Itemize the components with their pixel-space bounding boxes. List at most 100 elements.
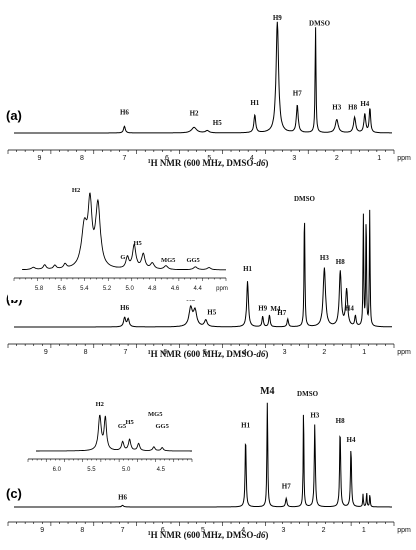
- tick-label: 3: [283, 349, 287, 356]
- tick-label: 8: [80, 155, 84, 162]
- tick-label: 3: [281, 527, 285, 534]
- tick-label: 2: [322, 349, 326, 356]
- peak-label: H6: [120, 304, 129, 312]
- tick-label: 4: [250, 155, 254, 162]
- spectrum-line: [14, 21, 392, 134]
- peak-label: DMSO: [294, 195, 316, 203]
- tick-label: 9: [44, 349, 48, 356]
- inset-peak-label: H5: [125, 419, 134, 426]
- superscript: 1: [148, 159, 151, 165]
- tick-label: 1: [362, 527, 366, 534]
- peak-label: H9: [258, 305, 267, 313]
- tick-label: 4: [243, 349, 247, 356]
- inset-peak-label: MG5: [148, 411, 163, 418]
- inset-peak-label: H5: [133, 240, 142, 247]
- x-axis-title-italic: d6: [256, 158, 266, 168]
- peak-label: H7: [277, 309, 286, 317]
- peak-label: H9: [273, 14, 282, 22]
- inset-2: 5.8 5.6 5.4 5.2 5.0 4.8 4.6 4.4 ppm H2 G H5 MG5 GG5: [8, 182, 228, 300]
- inset-tick-label: 5.0: [125, 286, 134, 292]
- inset-tick-label: 5.0: [122, 467, 131, 473]
- peak-label: H1: [243, 265, 252, 273]
- tick-label: 7: [123, 349, 127, 356]
- inset-peak-label: H2: [96, 401, 104, 408]
- inset-tick-label: 4.8: [148, 286, 157, 292]
- tick-label: 3: [292, 155, 296, 162]
- x-axis-title-main: H NMR (600 MHz, DMSO-: [151, 158, 257, 168]
- panel-label: (c): [6, 486, 22, 501]
- peak-label: H8: [348, 103, 357, 111]
- superscript: 1: [148, 350, 151, 356]
- inset-tick-label: 5.2: [103, 286, 112, 292]
- tick-label: 4: [241, 527, 245, 534]
- tick-label: 2: [335, 155, 339, 162]
- peak-label: H6: [120, 108, 129, 116]
- inset-tick-label: 4.6: [171, 286, 180, 292]
- inset-spectrum-line: [22, 192, 226, 271]
- peak-label: H8: [336, 417, 345, 425]
- inset-tick-label: 5.8: [35, 286, 44, 292]
- inset-tick-label: 4.4: [193, 286, 202, 292]
- peak-label: H1: [241, 421, 250, 429]
- x-axis-title-end: ): [265, 158, 268, 168]
- tick-label: 8: [84, 349, 88, 356]
- peak-label: H1: [250, 99, 259, 107]
- inset-peak-label: GG5: [186, 257, 200, 264]
- x-axis-title-italic: d6: [256, 530, 266, 540]
- inset-peak-label: G: [120, 254, 125, 261]
- tick-label: 1: [377, 155, 381, 162]
- tick-label: 1: [362, 349, 366, 356]
- inset-axis-unit: ppm: [216, 286, 228, 292]
- tick-label: 6: [165, 155, 169, 162]
- peak-label: H7: [293, 89, 302, 97]
- inset-peak-label: H2: [72, 187, 80, 194]
- inset-background: [36, 396, 196, 468]
- peak-label: H5: [213, 119, 222, 127]
- inset-tick-label: 5.4: [80, 286, 89, 292]
- tick-label: 5: [207, 155, 211, 162]
- x-axis-title: 1H NMR (600 MHz, DMSO-d6): [148, 158, 269, 168]
- tick-label: 9: [40, 527, 44, 534]
- inset-tick-label: 5.6: [57, 286, 66, 292]
- peak-label: M4: [260, 386, 274, 397]
- x-axis-title-end: ): [265, 530, 268, 540]
- tick-label: 6: [163, 349, 167, 356]
- x-axis-title: 1H NMR (600 MHz, DMSO-d6): [148, 349, 269, 359]
- inset-background: [8, 182, 226, 300]
- tick-label: 7: [122, 155, 126, 162]
- tick-label: 5: [203, 349, 207, 356]
- peak-label: M4: [270, 305, 281, 313]
- panel-label: (a): [6, 108, 22, 123]
- spectrum-line: [14, 209, 392, 328]
- peak-label: H5: [207, 308, 216, 316]
- inset-tick-label: 4.5: [157, 467, 166, 473]
- peak-label: H7: [282, 482, 291, 490]
- peak-label: H4: [347, 436, 356, 444]
- peak-label: H2: [190, 109, 199, 117]
- peak-label: H3: [332, 104, 341, 112]
- peak-label: DMSO: [297, 390, 319, 398]
- tick-label: 8: [80, 527, 84, 534]
- axis-unit: ppm: [397, 349, 411, 356]
- peak-label: H4: [345, 305, 354, 313]
- peak-label: H3: [320, 254, 329, 262]
- x-axis-title-italic: d6: [256, 349, 266, 359]
- inset-peak-label: G5: [118, 423, 127, 430]
- x-axis-title-main: H NMR (600 MHz, DMSO-: [151, 349, 257, 359]
- tick-label: 5: [201, 527, 205, 534]
- inset-peak-label: MG5: [161, 257, 176, 264]
- inset-tick-label: 6.0: [53, 467, 62, 473]
- tick-label: 9: [38, 155, 42, 162]
- x-axis-title-main: H NMR (600 MHz, DMSO-: [151, 530, 257, 540]
- tick-label: 6: [161, 527, 165, 534]
- peak-label: H6: [118, 493, 127, 501]
- peak-label: H3: [310, 412, 319, 420]
- x-axis-title-end: ): [265, 349, 268, 359]
- tick-label: 2: [322, 527, 326, 534]
- peak-label: H8: [336, 258, 345, 266]
- spectrum-line: [14, 402, 392, 508]
